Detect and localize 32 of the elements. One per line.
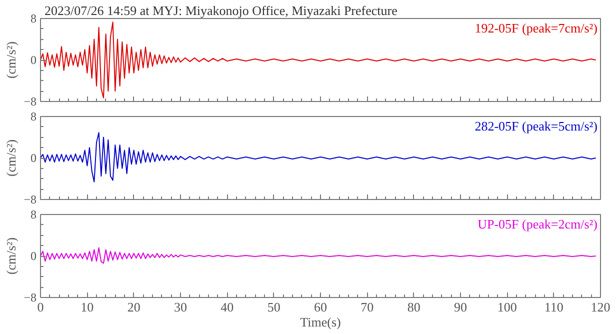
y-tick-label: −8 — [24, 290, 37, 304]
y-axis-title: (cm/s²) — [4, 139, 19, 177]
y-axis-title: (cm/s²) — [4, 237, 19, 275]
y-tick-label: 0 — [30, 53, 36, 67]
y-tick-label: −8 — [24, 192, 37, 206]
x-tick-label: 40 — [220, 300, 234, 314]
line-series — [40, 247, 596, 264]
x-tick-label: 60 — [314, 300, 327, 314]
x-axis-title: Time(s) — [300, 314, 341, 330]
x-tick-label: 10 — [80, 300, 94, 314]
x-tick-label: 110 — [544, 300, 564, 314]
y-tick-label: 8 — [30, 110, 36, 124]
y-tick-label: 0 — [30, 249, 36, 263]
x-tick-label: 50 — [267, 300, 280, 314]
series-label: UP-05F (peak=2cm/s²) — [478, 216, 598, 232]
x-tick-label: 90 — [454, 300, 467, 314]
x-tick-label: 20 — [127, 300, 140, 314]
x-tick-label: 70 — [360, 300, 374, 314]
x-tick-label: 100 — [497, 300, 517, 314]
y-tick-label: 0 — [30, 151, 36, 165]
x-tick-label: 80 — [407, 300, 420, 314]
y-tick-label: 8 — [30, 208, 36, 222]
y-tick-label: 8 — [30, 12, 36, 26]
chart-title: 2023/07/26 14:59 at MYJ: Miyakonojo Office, Miyazaki Prefecture — [44, 3, 398, 18]
y-axis-title: (cm/s²) — [4, 41, 19, 79]
series-label: 192-05F (peak=7cm/s²) — [474, 20, 598, 36]
x-tick-label: 120 — [590, 300, 610, 314]
x-tick-label: 30 — [174, 300, 187, 314]
line-series — [40, 22, 596, 98]
series-label: 282-05F (peak=5cm/s²) — [474, 118, 598, 134]
line-series — [40, 132, 596, 182]
y-tick-label: −8 — [24, 94, 37, 108]
